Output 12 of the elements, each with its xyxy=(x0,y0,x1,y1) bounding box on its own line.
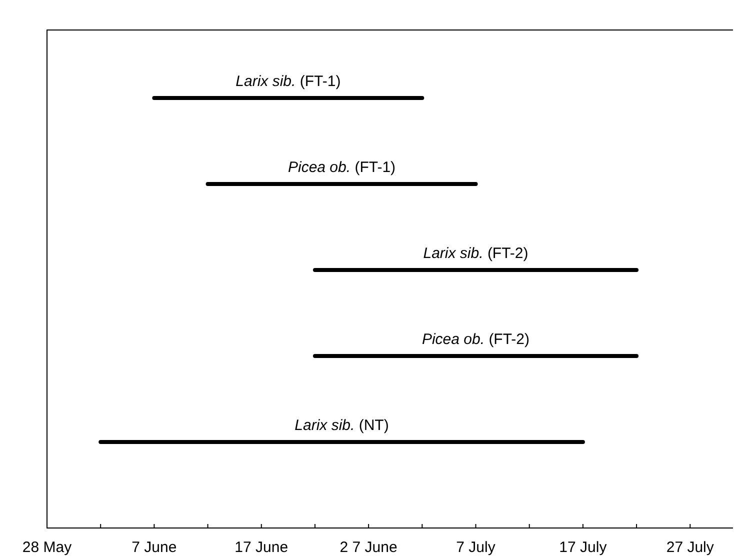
x-tick-label: 27 July xyxy=(666,539,714,556)
annotation: Larix sib. (NT) xyxy=(294,417,389,434)
x-tick-label: 28 May xyxy=(22,539,72,556)
text: Larix sib. (FT-1) xyxy=(236,73,341,90)
x-tick-label: 2 7 June xyxy=(340,539,398,556)
x-tick-label: 17 June xyxy=(234,539,288,556)
annotation: Larix sib. (FT-2) xyxy=(423,245,528,262)
annotation: Picea ob. (FT-1) xyxy=(288,159,396,176)
x-tick-label: 7 June xyxy=(132,539,177,556)
x-tick-label: 7 July xyxy=(456,539,496,556)
x-tick-label: 17 July xyxy=(559,539,608,556)
annotation: Picea ob. (FT-2) xyxy=(422,331,530,348)
